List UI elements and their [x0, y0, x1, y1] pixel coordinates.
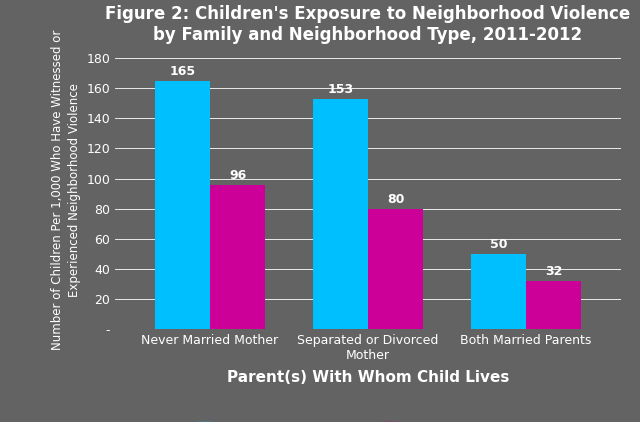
Text: 96: 96 — [229, 169, 246, 181]
Bar — [368, 209, 423, 329]
Text: 165: 165 — [170, 65, 195, 78]
Bar — [526, 281, 581, 329]
Text: 153: 153 — [327, 83, 353, 96]
Bar — [313, 99, 368, 329]
X-axis label: Parent(s) With Whom Child Lives: Parent(s) With Whom Child Lives — [227, 371, 509, 385]
Bar — [210, 185, 266, 329]
Title: Figure 2: Children's Exposure to Neighborhood Violence
by Family and Neighborhoo: Figure 2: Children's Exposure to Neighbo… — [106, 5, 630, 43]
Text: 80: 80 — [387, 193, 404, 206]
Text: 32: 32 — [545, 265, 563, 278]
Text: 50: 50 — [490, 238, 507, 251]
Legend: In Unsafe Neighborhood, In Safe Neighborhood: In Unsafe Neighborhood, In Safe Neighbor… — [192, 417, 544, 422]
Y-axis label: Number of Children Per 1,000 Who Have Witnessed or
Experienced Neighborhood Viol: Number of Children Per 1,000 Who Have Wi… — [51, 30, 81, 350]
Bar — [470, 254, 526, 329]
Bar — [155, 81, 210, 329]
